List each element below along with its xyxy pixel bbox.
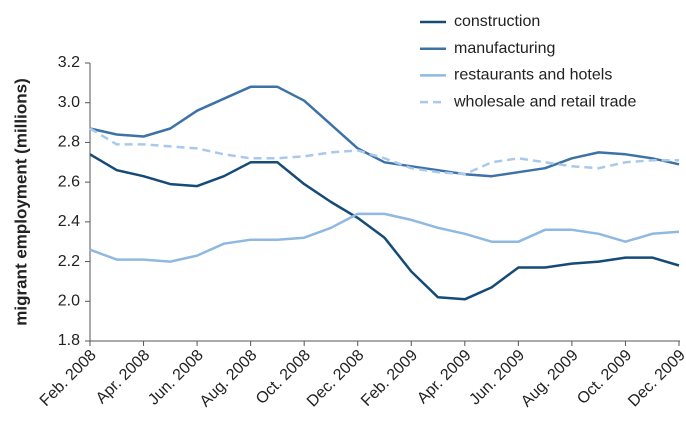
y-axis-label: migrant employment (millions) xyxy=(11,78,30,325)
legend-label: restaurants and hotels xyxy=(454,67,612,84)
y-tick-label: 2.6 xyxy=(58,173,80,190)
x-tick-label: Apr. 2009 xyxy=(414,347,475,408)
y-tick-label: 2.2 xyxy=(58,253,80,270)
series-line xyxy=(89,153,680,301)
series-line xyxy=(89,212,680,263)
legend-label: construction xyxy=(454,13,540,30)
x-tick-label: Aug. 2009 xyxy=(518,347,582,411)
legend-label: manufacturing xyxy=(454,40,555,57)
x-tick-label: Apr. 2008 xyxy=(93,347,154,408)
y-tick-label: 2.0 xyxy=(58,293,80,310)
x-tick-label: Dec. 2009 xyxy=(625,347,686,411)
x-tick-label: Feb. 2008 xyxy=(37,347,100,410)
x-tick-label: Dec. 2008 xyxy=(304,347,368,411)
y-tick-label: 2.4 xyxy=(58,213,80,230)
x-tick-label: Aug. 2008 xyxy=(197,347,261,411)
legend-label: wholesale and retail trade xyxy=(453,93,636,110)
series-line xyxy=(89,85,680,178)
y-tick-label: 2.8 xyxy=(58,134,80,151)
y-tick-label: 3.2 xyxy=(58,54,80,71)
y-tick-label: 1.8 xyxy=(58,332,80,349)
x-tick-label: Feb. 2009 xyxy=(358,347,421,410)
y-tick-label: 3.0 xyxy=(58,94,80,111)
series-line xyxy=(89,127,679,176)
